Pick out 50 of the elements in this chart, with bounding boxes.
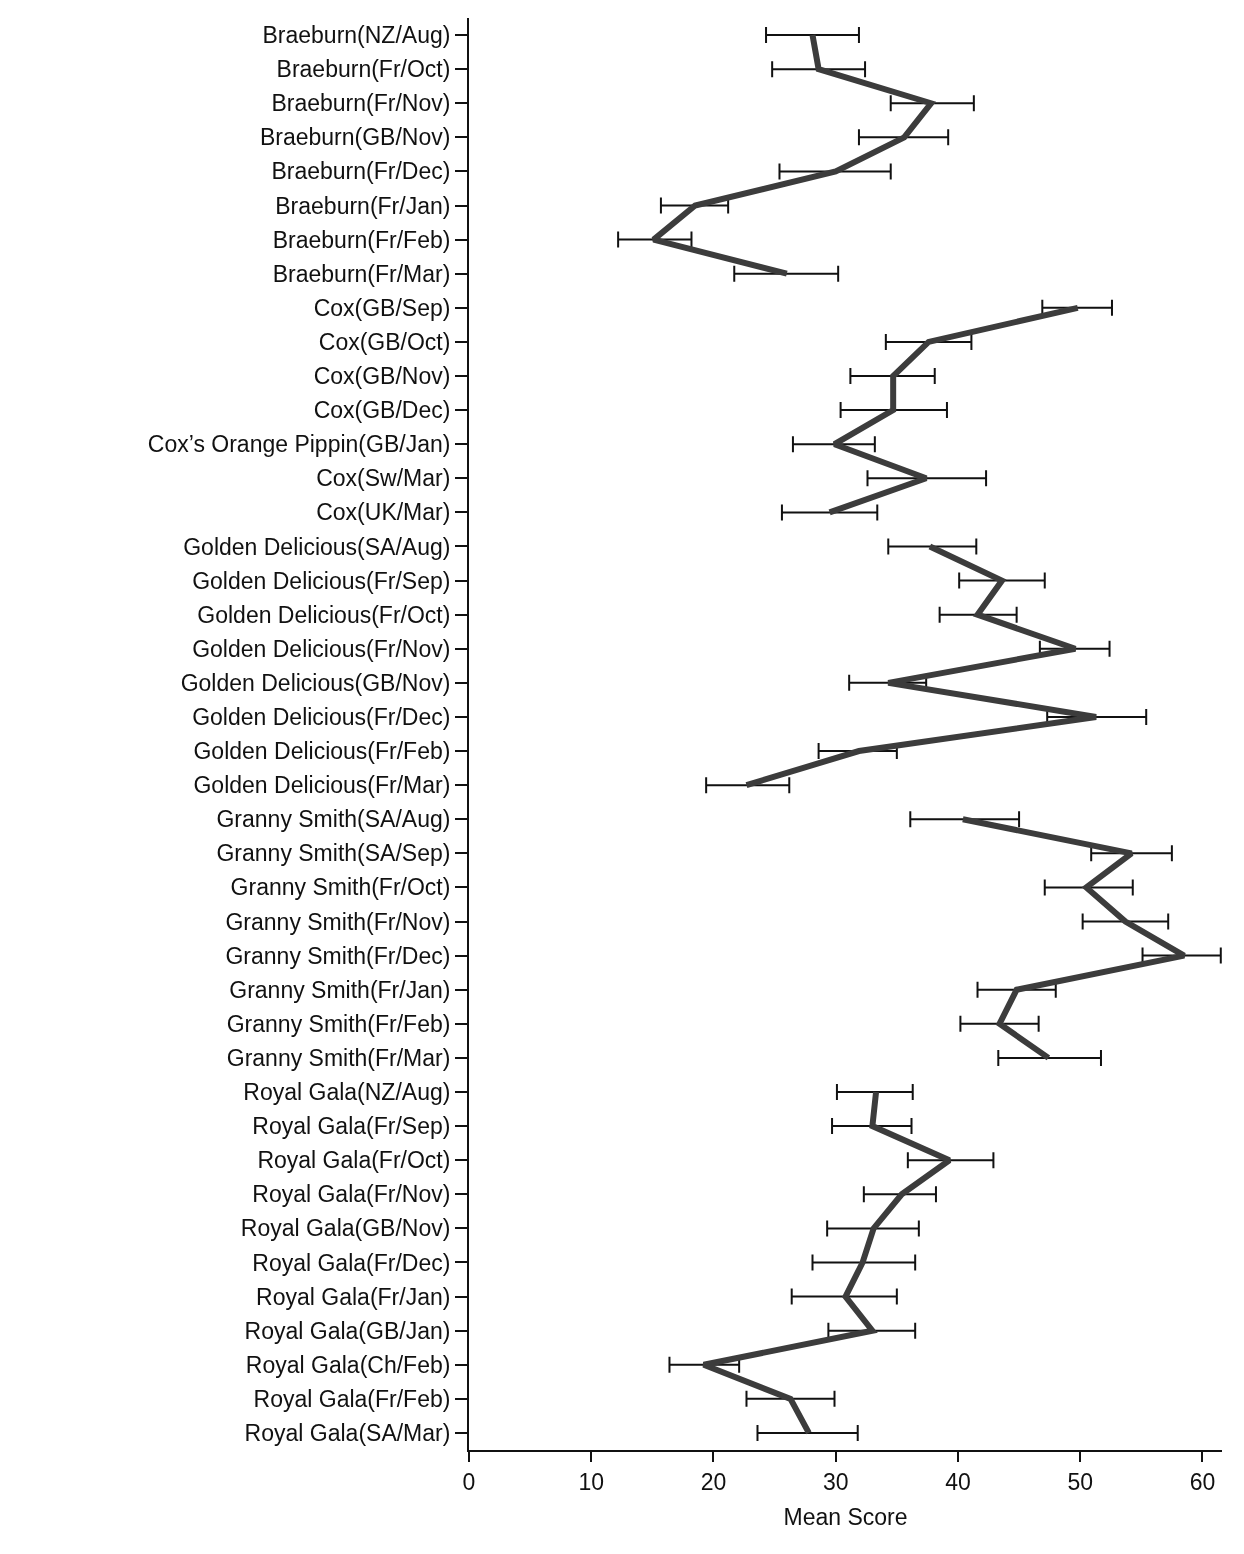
x-tick-label: 50 — [1067, 1468, 1093, 1495]
y-tick-label: Braeburn(Fr/Nov) — [271, 90, 451, 117]
y-tick-label: Braeburn(GB/Nov) — [259, 124, 451, 151]
y-tick-label: Granny Smith(Fr/Dec) — [225, 942, 451, 969]
y-tick-label: Granny Smith(Fr/Mar) — [226, 1044, 451, 1071]
y-tick-label: Braeburn(Fr/Dec) — [271, 158, 451, 185]
y-tick-label: Golden Delicious(Fr/Nov) — [192, 635, 451, 662]
y-tick-label: Golden Delicious(Fr/Sep) — [192, 567, 451, 594]
y-tick-label: Cox(GB/Nov) — [313, 363, 451, 390]
y-tick-label: Golden Delicious(Fr/Oct) — [197, 601, 451, 628]
x-axis-title: Mean Score — [783, 1503, 908, 1530]
y-tick-label: Braeburn(Fr/Feb) — [272, 226, 451, 253]
y-tick-label: Braeburn(Fr/Mar) — [272, 260, 451, 287]
y-tick-label: Royal Gala(SA/Mar) — [244, 1420, 451, 1446]
y-tick-label: Granny Smith(Fr/Feb) — [226, 1010, 451, 1037]
x-tick-label: 60 — [1189, 1468, 1216, 1495]
y-tick-label: Royal Gala(GB/Nov) — [240, 1215, 451, 1242]
y-tick-label: Braeburn(NZ/Aug) — [262, 22, 451, 49]
y-tick-label: Granny Smith(Fr/Nov) — [225, 908, 451, 935]
y-tick-label: Royal Gala(GB/Jan) — [244, 1317, 451, 1344]
y-tick-label: Golden Delicious(GB/Nov) — [180, 669, 451, 696]
y-tick-label: Royal Gala(Fr/Nov) — [252, 1181, 451, 1208]
y-tick-label: Granny Smith(Fr/Oct) — [230, 874, 451, 901]
y-tick-label: Cox(GB/Sep) — [313, 294, 451, 321]
y-tick-label: Cox’s Orange Pippin(GB/Jan) — [147, 431, 451, 458]
x-tick-label: 40 — [945, 1468, 971, 1495]
y-tick-label: Royal Gala(Fr/Dec) — [252, 1249, 451, 1276]
y-tick-label: Royal Gala(NZ/Aug) — [243, 1079, 451, 1106]
y-tick-label: Braeburn(Fr/Jan) — [275, 192, 451, 219]
y-tick-label: Royal Gala(Ch/Feb) — [245, 1351, 451, 1378]
y-tick-label: Royal Gala(Fr/Jan) — [256, 1283, 451, 1310]
y-tick-label: Granny Smith(SA/Aug) — [216, 806, 451, 833]
x-tick-label: 0 — [462, 1468, 476, 1495]
y-tick-label: Cox(GB/Dec) — [313, 397, 451, 424]
y-tick-label: Royal Gala(Fr/Oct) — [257, 1147, 451, 1174]
y-tick-label: Royal Gala(Fr/Sep) — [252, 1113, 451, 1140]
y-tick-label: Cox(Sw/Mar) — [316, 465, 451, 492]
y-tick-label: Golden Delicious(Fr/Mar) — [193, 772, 451, 799]
y-tick-label: Granny Smith(Fr/Jan) — [229, 976, 451, 1003]
y-tick-label: Golden Delicious(Fr/Dec) — [192, 704, 451, 730]
x-tick-label: 10 — [578, 1468, 605, 1495]
y-tick-label: Cox(UK/Mar) — [316, 499, 451, 526]
x-tick-label: 20 — [700, 1468, 727, 1495]
y-tick-label: Royal Gala(Fr/Feb) — [253, 1385, 451, 1412]
y-tick-label: Braeburn(Fr/Oct) — [276, 56, 451, 83]
y-tick-label: Granny Smith(SA/Sep) — [216, 840, 451, 867]
y-tick-label: Cox(GB/Oct) — [318, 328, 451, 355]
y-tick-label: Golden Delicious(Fr/Feb) — [193, 738, 451, 765]
x-tick-label: 30 — [822, 1468, 849, 1495]
y-tick-label: Golden Delicious(SA/Aug) — [183, 533, 451, 560]
